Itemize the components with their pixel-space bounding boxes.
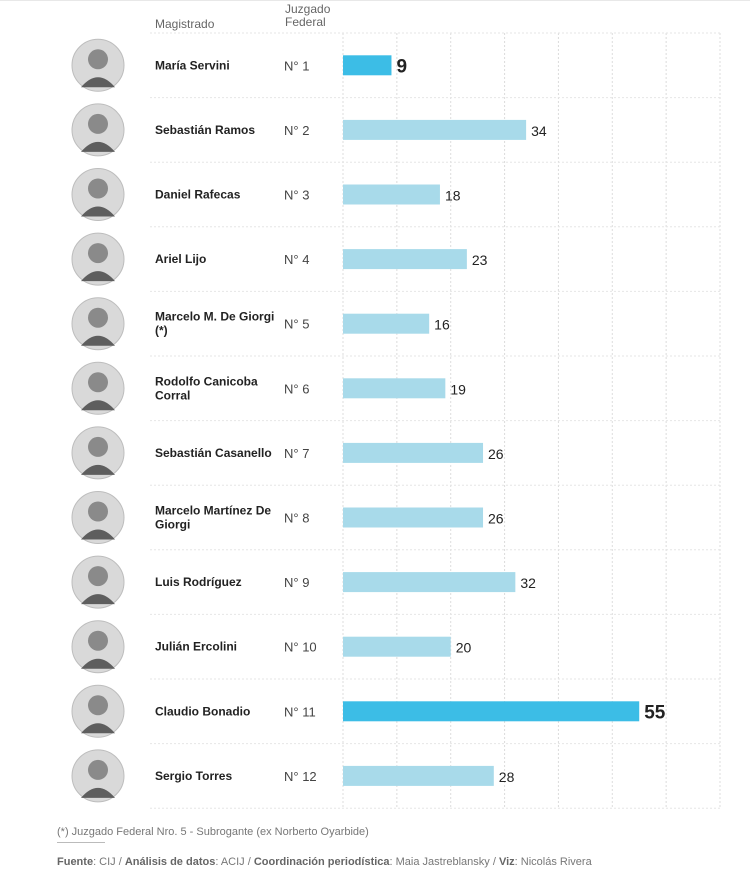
bar-chart: María Servini N° 1 9 Sebastián Ramos N° 2 34 D… <box>71 32 721 809</box>
bar-value-label: 28 <box>499 769 515 785</box>
bar-value-label: 20 <box>456 640 472 656</box>
bar <box>343 184 440 205</box>
credits: Fuente: CIJ / Análisis de datos: ACIJ / … <box>57 856 592 868</box>
bar-value-label: 23 <box>472 252 488 268</box>
juzgado-number: N° 4 <box>284 252 309 267</box>
magistrado-name: Sebastián Ramos <box>155 123 255 137</box>
credit-analisis-label: Análisis de datos <box>124 856 216 868</box>
avatar-head-icon <box>88 759 108 780</box>
bar-value-label: 34 <box>531 123 547 139</box>
header-magistrado: Magistrado <box>155 17 215 31</box>
magistrado-name: Rodolfo Canicoba <box>155 374 258 388</box>
magistrado-name: (*) <box>155 324 168 338</box>
magistrado-name: Ariel Lijo <box>155 252 206 266</box>
bar-value-label: 32 <box>520 575 536 591</box>
bar <box>343 572 516 593</box>
avatar-body-icon <box>81 335 115 346</box>
bar <box>343 313 430 334</box>
avatar-head-icon <box>88 566 108 587</box>
juzgado-number: N° 6 <box>284 381 309 396</box>
credit-viz-label: Viz <box>498 856 515 868</box>
avatar-head-icon <box>88 243 108 264</box>
juzgado-number: N° 3 <box>284 188 309 203</box>
bar-value-label: 26 <box>488 446 504 462</box>
bar-value-label: 19 <box>450 381 466 397</box>
bar <box>343 378 446 399</box>
footnote-rule <box>57 842 105 843</box>
bar <box>343 119 527 140</box>
avatar-head-icon <box>88 372 108 393</box>
header-juzgado-line2: Federal <box>285 15 326 29</box>
magistrado-name: Julián Ercolini <box>155 640 237 654</box>
avatar-head-icon <box>88 501 108 522</box>
avatar-body-icon <box>81 400 115 411</box>
magistrado-name: Marcelo M. De Giorgi <box>155 310 274 324</box>
avatar-body-icon <box>81 77 115 88</box>
juzgado-number: N° 2 <box>284 123 309 138</box>
header-juzgado-line1: Juzgado <box>285 2 331 16</box>
avatar-head-icon <box>88 307 108 328</box>
avatar-head-icon <box>88 630 108 651</box>
avatar-head-icon <box>88 436 108 457</box>
avatar-body-icon <box>81 529 115 540</box>
credit-coord-value: : Maia Jastreblansky / <box>389 856 499 868</box>
magistrado-name: Corral <box>155 388 190 402</box>
juzgado-number: N° 8 <box>284 511 309 526</box>
juzgado-number: N° 7 <box>284 446 309 461</box>
header-juzgado: Juzgado Federal <box>285 3 345 29</box>
bar-value-label: 26 <box>488 511 504 527</box>
bar <box>343 507 484 528</box>
avatar-head-icon <box>88 49 108 70</box>
top-border <box>0 0 750 1</box>
magistrado-name: Claudio Bonadio <box>155 704 250 718</box>
avatar-body-icon <box>81 658 115 669</box>
magistrado-name: María Servini <box>155 58 230 72</box>
avatar-head-icon <box>88 178 108 199</box>
bar <box>343 442 484 463</box>
avatar-body-icon <box>81 787 115 798</box>
magistrado-name: Giorgi <box>155 518 190 532</box>
magistrado-name: Daniel Rafecas <box>155 188 241 202</box>
bar <box>343 701 640 722</box>
avatar-head-icon <box>88 113 108 134</box>
bar <box>343 249 467 270</box>
avatar-body-icon <box>81 723 115 734</box>
avatar-body-icon <box>81 141 115 152</box>
bar-value-label: 9 <box>396 56 407 77</box>
juzgado-number: N° 9 <box>284 575 309 590</box>
footnote: (*) Juzgado Federal Nro. 5 - Subrogante … <box>57 826 369 838</box>
credit-analisis-value: : ACIJ / <box>215 856 254 868</box>
avatar-body-icon <box>81 206 115 217</box>
magistrado-name: Sebastián Casanello <box>155 446 272 460</box>
credit-fuente-label: Fuente <box>57 856 94 868</box>
juzgado-number: N° 10 <box>284 640 317 655</box>
avatar-body-icon <box>81 594 115 605</box>
bar <box>343 55 392 76</box>
juzgado-number: N° 11 <box>284 704 316 719</box>
bar-value-label: 18 <box>445 188 461 204</box>
bar <box>343 765 494 786</box>
credit-viz-value: : Nicolás Rivera <box>514 856 592 868</box>
bar-value-label: 55 <box>644 702 666 723</box>
juzgado-number: N° 12 <box>284 769 317 784</box>
avatar-body-icon <box>81 271 115 282</box>
juzgado-number: N° 5 <box>284 317 309 332</box>
magistrado-name: Sergio Torres <box>155 769 232 783</box>
credit-fuente-value: : CIJ / <box>93 856 125 868</box>
credit-coord-label: Coordinación periodística <box>253 856 390 868</box>
juzgado-number: N° 1 <box>284 58 309 73</box>
avatar-body-icon <box>81 464 115 475</box>
bar-value-label: 16 <box>434 317 450 333</box>
avatar-head-icon <box>88 695 108 716</box>
magistrado-name: Luis Rodríguez <box>155 575 242 589</box>
bar <box>343 636 451 657</box>
magistrado-name: Marcelo Martínez De <box>155 504 271 518</box>
